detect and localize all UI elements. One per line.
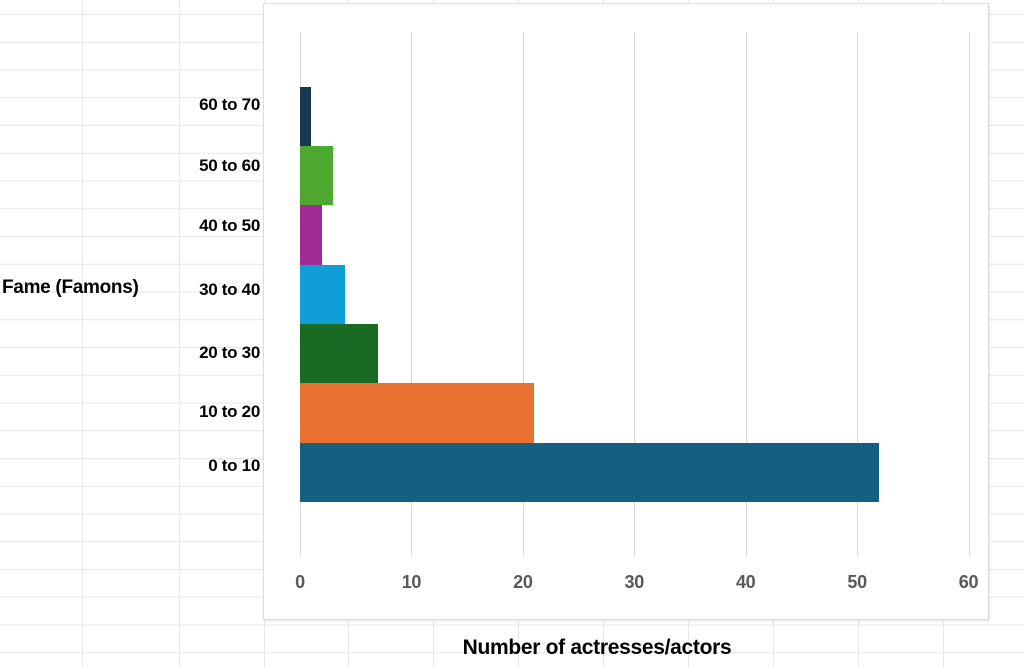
x-tick-label: 0 xyxy=(295,572,305,592)
plot-gridline xyxy=(968,32,970,556)
x-tick-label: 60 xyxy=(958,572,979,592)
x-tick-label: 20 xyxy=(513,572,533,592)
category-label: 20 to 30 xyxy=(199,343,260,362)
plot-gridline xyxy=(634,32,636,556)
plot-gridline xyxy=(857,32,859,556)
bar-40-to-50[interactable] xyxy=(300,205,323,265)
category-label: 0 to 10 xyxy=(208,456,260,475)
category-label: 50 to 60 xyxy=(199,156,260,175)
plot-gridline xyxy=(745,32,747,556)
category-label: 30 to 40 xyxy=(199,280,260,299)
x-tick-label: 10 xyxy=(401,572,422,592)
plot-gridline xyxy=(522,32,524,556)
category-label: 60 to 70 xyxy=(199,95,260,114)
x-tick-label: 50 xyxy=(847,572,867,592)
chart-area[interactable]: 0 10 20 30 40 50 60 xyxy=(263,3,989,620)
x-axis-title: Number of actresses/actors xyxy=(462,636,732,659)
plot-gridline xyxy=(411,32,413,556)
bar-10-to-20[interactable] xyxy=(300,383,534,443)
sheet-column-line xyxy=(179,0,180,667)
category-label: 40 to 50 xyxy=(199,216,260,235)
sheet-column-line xyxy=(82,0,83,667)
x-tick-label: 40 xyxy=(735,572,756,592)
y-axis-title: Fame (Famons) xyxy=(2,277,139,298)
bar-0-to-10[interactable] xyxy=(300,442,880,502)
category-label: 10 to 20 xyxy=(199,402,260,421)
bar-30-to-40[interactable] xyxy=(300,264,345,325)
bar-20-to-30[interactable] xyxy=(300,324,378,384)
bar-60-to-70[interactable] xyxy=(300,86,312,147)
x-tick-label: 30 xyxy=(624,572,645,592)
bar-50-to-60[interactable] xyxy=(300,146,334,206)
